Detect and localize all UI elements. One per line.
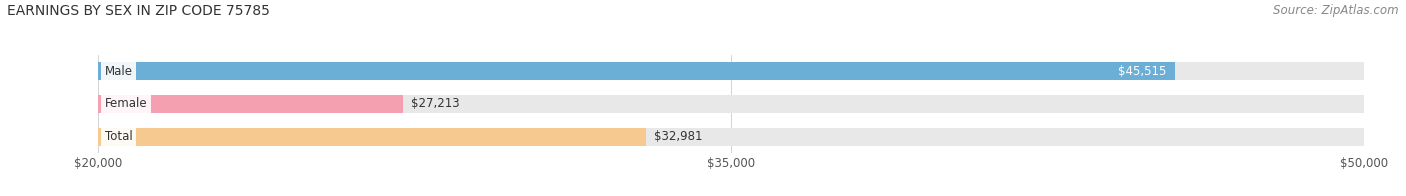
Text: Total: Total [104, 130, 132, 143]
Bar [98, 62, 1174, 80]
Text: Source: ZipAtlas.com: Source: ZipAtlas.com [1274, 4, 1399, 17]
Text: Female: Female [104, 97, 148, 110]
Bar [98, 95, 402, 113]
Bar [98, 128, 1364, 145]
Text: $45,515: $45,515 [1118, 65, 1166, 78]
Bar [98, 128, 645, 145]
Bar [98, 62, 1364, 80]
Bar [98, 95, 1364, 113]
Text: EARNINGS BY SEX IN ZIP CODE 75785: EARNINGS BY SEX IN ZIP CODE 75785 [7, 4, 270, 18]
Text: $27,213: $27,213 [411, 97, 460, 110]
Text: $32,981: $32,981 [654, 130, 703, 143]
Text: Male: Male [104, 65, 132, 78]
